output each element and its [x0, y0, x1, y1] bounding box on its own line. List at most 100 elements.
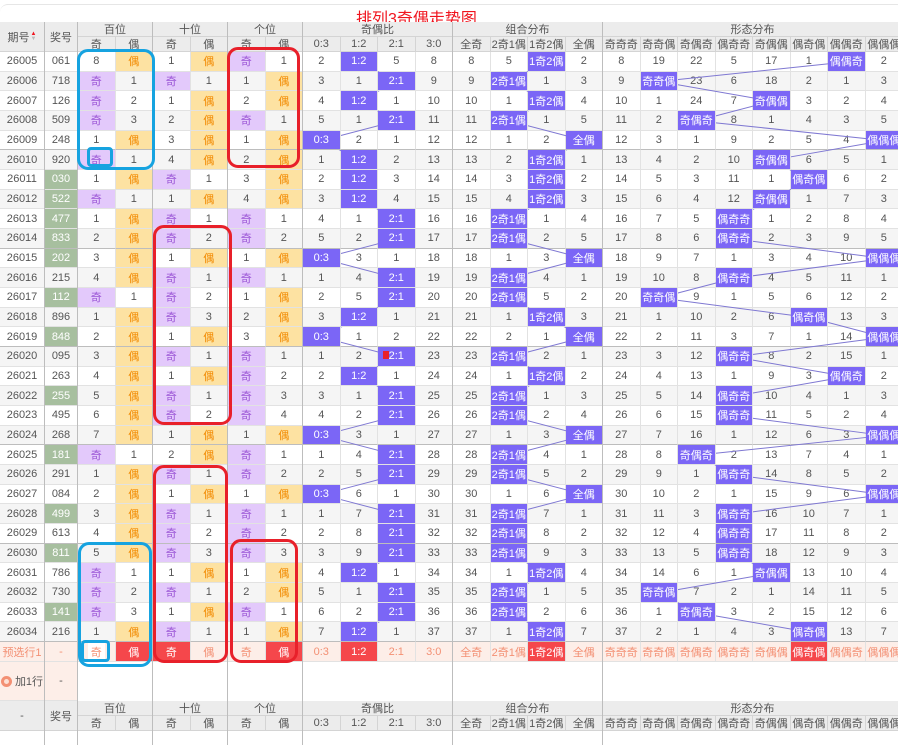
- miss-count-cell: 1: [828, 386, 866, 407]
- column-header: 奇偶偶: [753, 716, 791, 732]
- miss-count-cell: 11: [603, 111, 641, 131]
- miss-count-cell: 15: [753, 484, 791, 505]
- hit-cell: 1:2: [340, 150, 378, 170]
- preselect-option[interactable]: 全奇: [453, 642, 491, 663]
- preselect-option[interactable]: 偶偶偶: [865, 642, 898, 663]
- preselect-option[interactable]: 奇: [153, 642, 191, 663]
- miss-count-cell: 1: [490, 622, 528, 643]
- hit-cell: 2:1: [378, 445, 416, 466]
- miss-count-cell: 3: [528, 248, 566, 269]
- hit-cell: 全偶: [565, 248, 603, 269]
- miss-count-cell: 34: [603, 563, 641, 584]
- miss-count-cell: 10: [678, 307, 716, 328]
- miss-count-cell: 1: [115, 150, 153, 170]
- preselect-option[interactable]: 奇: [228, 642, 266, 663]
- hit-cell: 2奇1偶: [490, 465, 528, 485]
- winning-number: 811: [45, 543, 78, 564]
- hit-cell: 1奇2偶: [528, 366, 566, 387]
- preselect-option[interactable]: 2:1: [378, 642, 416, 663]
- group-header: 奇偶比: [303, 701, 453, 717]
- miss-count-cell: 3: [753, 622, 791, 643]
- hit-cell: 奇偶偶: [753, 91, 791, 111]
- hit-cell: 1:2: [340, 91, 378, 111]
- preselect-option[interactable]: 2奇1偶: [490, 642, 528, 663]
- winning-number: 833: [45, 229, 78, 249]
- preselect-option[interactable]: 偶奇奇: [715, 642, 753, 663]
- miss-count-cell: 7: [303, 622, 341, 643]
- sort-icon[interactable]: ▲ ▼: [30, 30, 37, 42]
- miss-count-cell: 2: [565, 366, 603, 387]
- column-header: 全偶: [565, 716, 603, 732]
- preselect-row-label: 预选行1: [0, 642, 45, 663]
- miss-count-cell: 1: [190, 170, 228, 190]
- miss-count-cell: 4: [678, 524, 716, 544]
- miss-count-cell: 17: [603, 229, 641, 249]
- miss-count-cell: 2: [190, 288, 228, 308]
- preselect-option[interactable]: 3:0: [415, 642, 453, 663]
- preselect-option[interactable]: 奇偶偶: [753, 642, 791, 663]
- hit-cell: 2:1: [378, 602, 416, 623]
- number-header: 奖号: [45, 701, 78, 732]
- miss-count-cell: 19: [415, 268, 453, 289]
- miss-count-cell: 10: [415, 91, 453, 111]
- miss-count-cell: 2: [828, 406, 866, 426]
- miss-count-cell: 5: [865, 229, 898, 249]
- miss-count-cell: 1: [565, 268, 603, 289]
- preselect-option[interactable]: 1奇2偶: [528, 642, 566, 663]
- preselect-option[interactable]: 偶: [265, 642, 303, 663]
- column-header: 奇: [228, 716, 266, 732]
- issue-cell: 26017: [0, 288, 45, 308]
- column-header: 偶: [190, 37, 228, 52]
- miss-count-cell: 1: [528, 71, 566, 92]
- hit-cell: 偶: [265, 327, 303, 348]
- winning-number: 718: [45, 71, 78, 92]
- preselect-option[interactable]: 奇偶奇: [678, 642, 716, 663]
- miss-count-cell: 1: [640, 307, 678, 328]
- miss-count-cell: 36: [603, 602, 641, 623]
- preselect-option[interactable]: 偶: [115, 642, 153, 663]
- miss-count-cell: 2: [303, 52, 341, 72]
- miss-count-cell: 2: [715, 307, 753, 328]
- preselect-option[interactable]: 0:3: [303, 642, 341, 663]
- winning-number: 291: [45, 465, 78, 485]
- hit-cell: 偶奇奇: [715, 229, 753, 249]
- preselect-option[interactable]: 1:2: [340, 642, 378, 663]
- preselect-option[interactable]: 奇奇偶: [640, 642, 678, 663]
- preselect-option[interactable]: 全偶: [565, 642, 603, 663]
- miss-count-cell: 4: [790, 111, 828, 131]
- miss-count-cell: 19: [640, 52, 678, 72]
- miss-count-cell: 5: [528, 465, 566, 485]
- miss-count-cell: 24: [678, 91, 716, 111]
- hit-cell: 1奇2偶: [528, 307, 566, 328]
- miss-count-cell: 2: [640, 111, 678, 131]
- miss-count-cell: 4: [565, 209, 603, 230]
- miss-count-cell: 2: [490, 150, 528, 170]
- miss-count-cell: 1: [190, 465, 228, 485]
- miss-count-cell: 2: [78, 327, 116, 348]
- miss-count-cell: 2: [190, 524, 228, 544]
- miss-count-cell: 3: [190, 307, 228, 328]
- miss-count-cell: 15: [603, 189, 641, 210]
- hit-cell: 偶: [115, 425, 153, 446]
- miss-count-cell: 1: [153, 189, 191, 210]
- miss-count-cell: 25: [453, 386, 491, 407]
- preselect-option[interactable]: 偶奇偶: [790, 642, 828, 663]
- miss-count-cell: 1: [303, 445, 341, 466]
- miss-count-cell: 1: [228, 563, 266, 584]
- hit-cell: 2奇1偶: [490, 209, 528, 230]
- miss-count-cell: 2: [528, 130, 566, 151]
- hit-cell: 奇: [228, 229, 266, 249]
- preselect-option[interactable]: 奇: [78, 642, 116, 663]
- miss-count-cell: 5: [303, 229, 341, 249]
- hit-cell: 1:2: [340, 52, 378, 72]
- miss-count-cell: 4: [828, 445, 866, 466]
- preselect-option[interactable]: 奇奇奇: [603, 642, 641, 663]
- preselect-option[interactable]: 偶偶奇: [828, 642, 866, 663]
- add-row-button[interactable]: 加1行: [0, 662, 45, 702]
- preselect-option[interactable]: 偶: [190, 642, 228, 663]
- group-header: 组合分布: [453, 701, 603, 717]
- issue-header[interactable]: 期号 ▲ ▼: [0, 22, 45, 52]
- winning-number: 126: [45, 91, 78, 111]
- miss-count-cell: 1: [265, 52, 303, 72]
- issue-cell: 26033: [0, 602, 45, 623]
